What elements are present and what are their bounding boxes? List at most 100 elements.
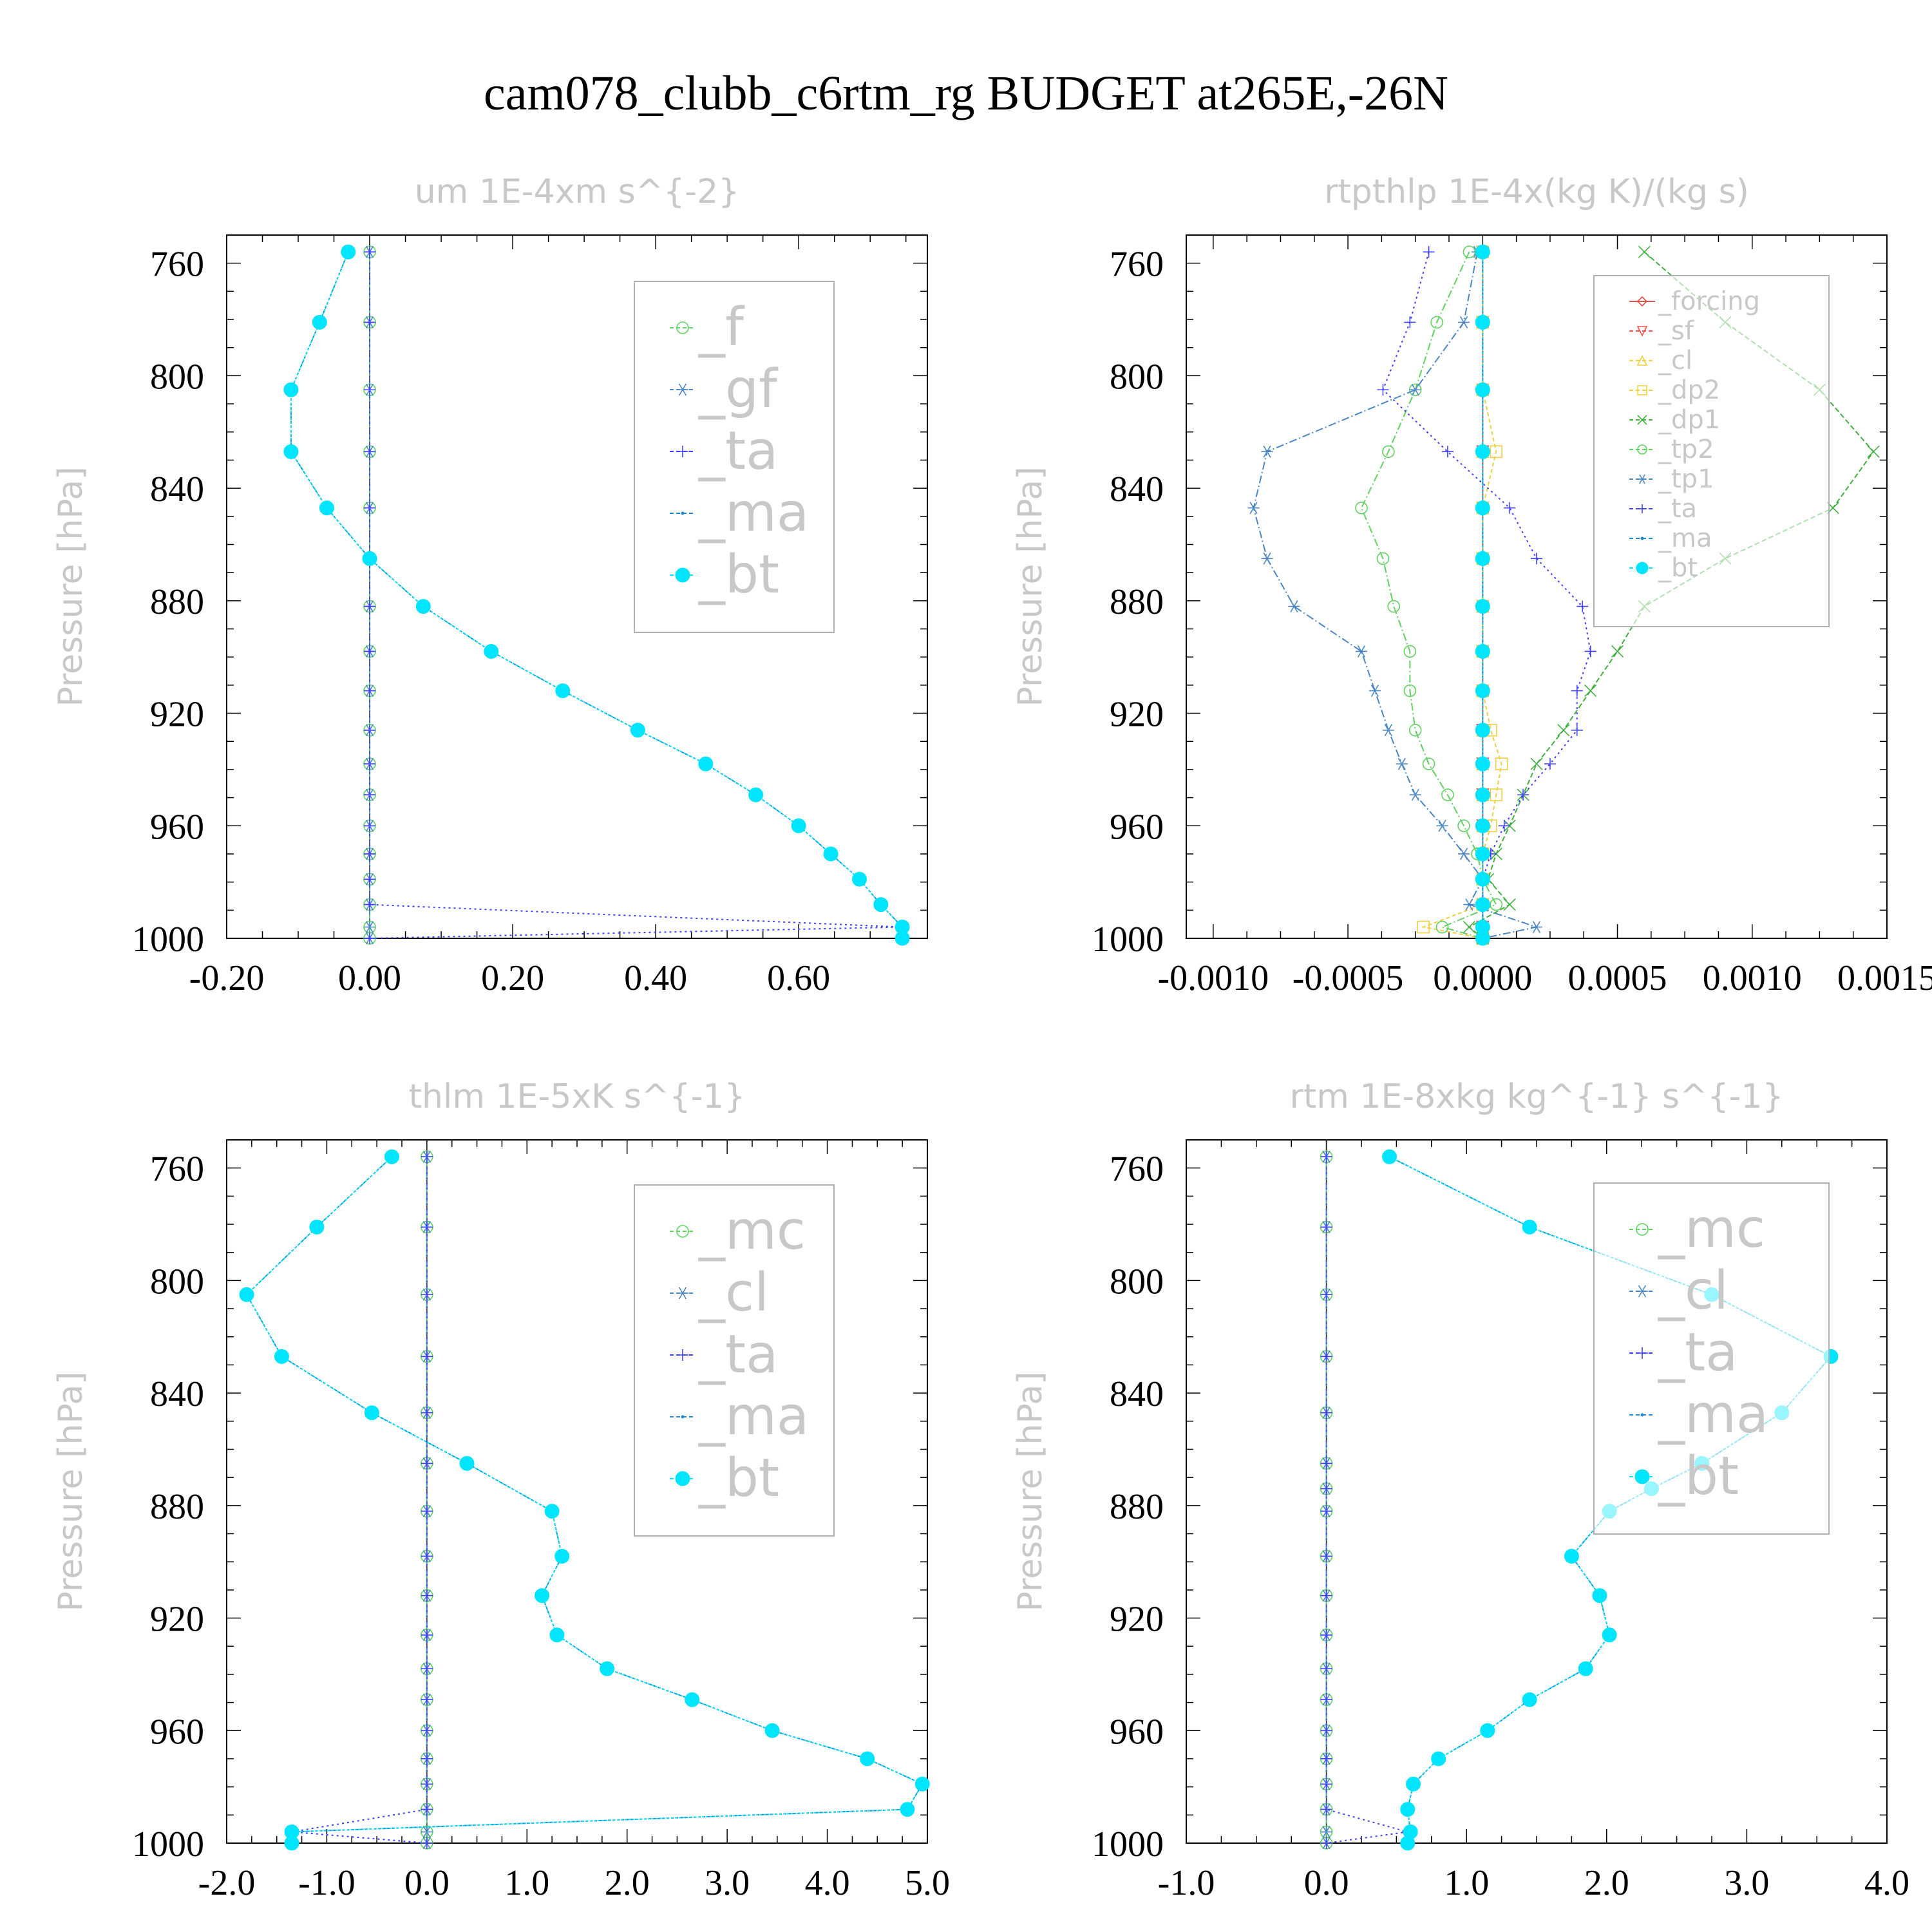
data-point: [1288, 600, 1300, 612]
data-point: [364, 789, 376, 801]
y-tick-label: 1000: [132, 1824, 204, 1864]
data-point: [544, 1504, 560, 1519]
legend-marker: [1638, 474, 1647, 484]
y-tick-label: 760: [150, 245, 204, 285]
series-dp2: [1417, 245, 1508, 945]
legend-item-ta: _ta: [1629, 1322, 1738, 1383]
x-tick-label: -2.0: [198, 1863, 256, 1903]
data-point: [1475, 931, 1490, 946]
y-tick-label: 920: [150, 695, 204, 735]
legend-marker: [1636, 1347, 1648, 1359]
y-tick-label: 800: [1110, 357, 1164, 397]
data-point: [309, 1219, 325, 1235]
series-line: [1382, 251, 1591, 938]
y-tick-label: 1000: [1092, 920, 1164, 960]
series-tp1: [1247, 245, 1542, 945]
data-point: [1475, 551, 1490, 566]
legend-item-cl: _cl: [670, 1262, 769, 1323]
data-point: [1602, 1627, 1617, 1643]
data-point: [1320, 1837, 1332, 1849]
data-point: [274, 1349, 289, 1364]
data-point: [421, 1350, 433, 1363]
data-point: [1430, 316, 1443, 329]
legend: _mc_cl_ta_ma_bt: [634, 1184, 835, 1537]
legend-item-dp1: _dp1: [1629, 405, 1720, 435]
data-point: [1475, 500, 1490, 516]
series-bt: [239, 1149, 930, 1851]
x-tick-label: 1.0: [1444, 1863, 1489, 1903]
x-tick-label: 0.0015: [1837, 958, 1932, 998]
data-point: [283, 444, 299, 459]
y-tick-label: 840: [150, 1374, 204, 1414]
series-line: [1325, 1157, 1408, 1844]
data-point: [600, 1661, 615, 1676]
data-point: [1400, 1835, 1416, 1851]
data-point: [1638, 245, 1651, 258]
y-tick-label: 840: [1110, 1374, 1164, 1414]
y-axis-label: Pressure [hPa]: [52, 1372, 90, 1612]
data-point: [312, 314, 327, 330]
legend-item-f: _f: [670, 297, 745, 358]
data-point: [900, 1802, 915, 1817]
legend-item-bt: _bt: [1629, 1446, 1739, 1507]
x-tick-label: 3.0: [1724, 1863, 1769, 1903]
legend-label: _mc: [698, 1200, 806, 1262]
data-point: [1571, 685, 1583, 697]
data-point: [364, 316, 376, 328]
x-tick-label: 1.0: [504, 1863, 549, 1903]
series-tp2: [1355, 245, 1503, 945]
legend-marker: [1640, 1413, 1644, 1417]
data-point: [1463, 898, 1475, 911]
legend-marker: [1637, 415, 1647, 425]
data-point: [1584, 645, 1596, 658]
data-point: [484, 643, 499, 659]
legend-marker: [1636, 296, 1648, 307]
data-point: [549, 1627, 565, 1643]
data-point: [698, 756, 714, 772]
data-point: [914, 1776, 930, 1792]
legend-marker: [677, 1349, 688, 1361]
data-point: [421, 1505, 433, 1517]
x-tick-label: 0.0010: [1703, 958, 1802, 998]
data-point: [384, 1149, 399, 1164]
x-tick-label: 0.0000: [1433, 958, 1532, 998]
data-point: [554, 1548, 570, 1564]
panel-thlm: 760 800 840 880 920 960 1000-2.0 -1.0 0.0 1.0 2.0 3…: [52, 1077, 950, 1903]
series-bt: [283, 244, 910, 946]
x-tick-label: -0.0010: [1158, 958, 1269, 998]
data-point: [1409, 383, 1421, 396]
x-tick-label: -0.20: [189, 958, 265, 998]
y-tick-label: 920: [150, 1600, 204, 1640]
data-point: [1247, 502, 1260, 515]
data-point: [1475, 756, 1490, 772]
data-point: [1531, 553, 1542, 565]
y-tick-label: 960: [150, 807, 204, 847]
data-point: [748, 787, 764, 802]
data-point: [421, 1694, 433, 1706]
legend-box: [634, 1184, 835, 1537]
data-point: [421, 1752, 433, 1765]
data-point: [1320, 1663, 1332, 1675]
data-point: [1320, 1752, 1332, 1765]
legend: _forcing_sf_cl_dp2_dp1_tp2_tp1_ta_ma_bt: [1593, 275, 1830, 627]
legend-item-cl: _cl: [1629, 1260, 1728, 1321]
y-tick-label: 960: [1110, 1712, 1164, 1752]
x-tick-label: -1.0: [1158, 1863, 1215, 1903]
data-point: [421, 1663, 433, 1675]
legend-marker: [1636, 562, 1649, 574]
legend-item-forcing: _forcing: [1629, 287, 1760, 316]
legend-item-mc: _mc: [670, 1200, 806, 1262]
data-point: [1355, 501, 1368, 515]
data-point: [364, 898, 376, 911]
data-point: [415, 599, 431, 614]
legend-label: _cl: [1658, 1260, 1728, 1321]
legend-marker: [681, 511, 685, 515]
data-point: [1458, 848, 1470, 860]
data-point: [362, 551, 377, 566]
data-point: [364, 1405, 379, 1421]
legend-label: _f: [698, 297, 745, 358]
data-point: [1457, 819, 1470, 833]
data-point: [239, 1287, 254, 1302]
data-point: [1480, 1723, 1495, 1738]
data-point: [1564, 1548, 1579, 1564]
